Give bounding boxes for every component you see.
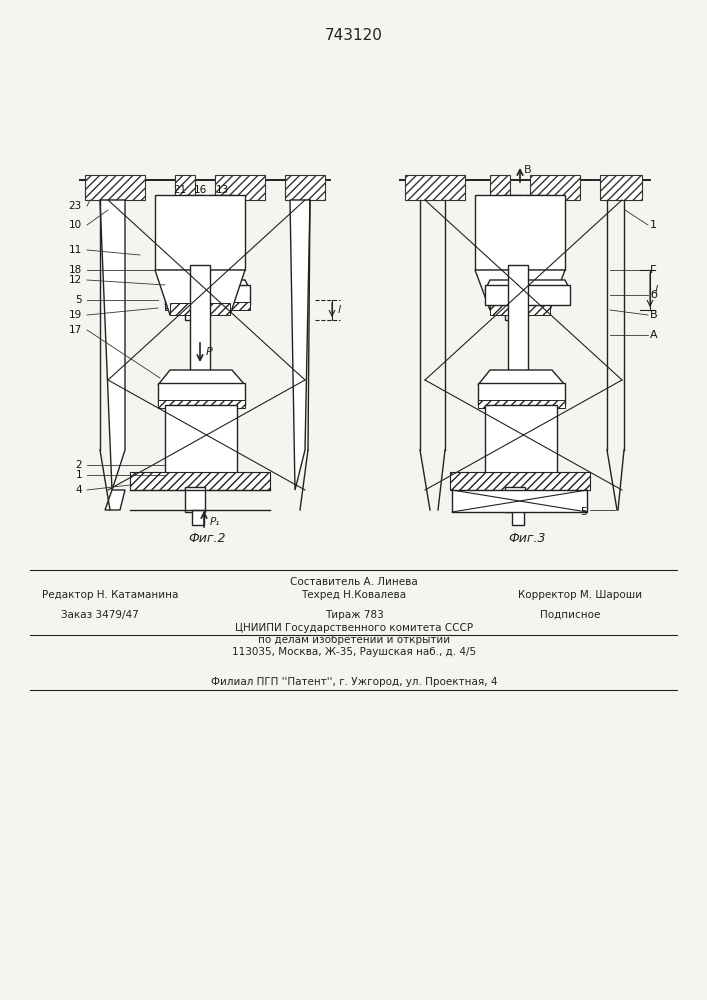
Text: В: В bbox=[524, 165, 532, 175]
Text: Заказ 3479/47: Заказ 3479/47 bbox=[61, 610, 139, 620]
Text: P₁: P₁ bbox=[210, 517, 221, 527]
Text: 1: 1 bbox=[76, 470, 82, 480]
Bar bbox=[530, 175, 580, 200]
Text: по делам изобретений и открытий: по делам изобретений и открытий bbox=[258, 635, 450, 645]
Text: 12: 12 bbox=[69, 275, 82, 285]
Polygon shape bbox=[100, 200, 125, 490]
Text: 17: 17 bbox=[69, 325, 82, 335]
Text: б: б bbox=[650, 290, 657, 300]
Text: Техред Н.Ковалева: Техред Н.Ковалева bbox=[301, 590, 407, 600]
Text: l: l bbox=[655, 285, 658, 295]
Text: 5: 5 bbox=[76, 295, 82, 305]
Text: 19: 19 bbox=[69, 310, 82, 320]
Polygon shape bbox=[475, 270, 565, 310]
Text: Фиг.3: Фиг.3 bbox=[508, 532, 546, 544]
Text: 21: 21 bbox=[173, 185, 187, 195]
Text: А: А bbox=[650, 330, 658, 340]
Text: 5: 5 bbox=[580, 507, 587, 517]
Text: В: В bbox=[650, 310, 658, 320]
Text: 10: 10 bbox=[69, 220, 82, 230]
Bar bbox=[485, 285, 570, 305]
Bar bbox=[130, 472, 270, 490]
Bar bbox=[490, 303, 550, 315]
Bar bbox=[165, 405, 237, 480]
Bar bbox=[478, 400, 565, 408]
Bar bbox=[165, 302, 250, 310]
Text: Составитель А. Линева: Составитель А. Линева bbox=[290, 577, 418, 587]
Bar bbox=[525, 195, 550, 300]
Polygon shape bbox=[155, 270, 245, 315]
Bar bbox=[452, 490, 587, 512]
Bar bbox=[512, 510, 524, 525]
Text: 11: 11 bbox=[69, 245, 82, 255]
Bar bbox=[192, 510, 204, 525]
Bar bbox=[85, 175, 145, 200]
Bar bbox=[165, 285, 250, 305]
Bar bbox=[158, 383, 245, 405]
Text: Фиг.2: Фиг.2 bbox=[188, 532, 226, 544]
Text: ЦНИИПИ Государственного комитета СССР: ЦНИИПИ Государственного комитета СССР bbox=[235, 623, 473, 633]
Bar bbox=[505, 487, 525, 512]
Polygon shape bbox=[158, 370, 245, 385]
Text: 743120: 743120 bbox=[325, 27, 383, 42]
Bar bbox=[508, 265, 528, 445]
Text: Г: Г bbox=[650, 265, 657, 275]
Bar bbox=[185, 195, 203, 320]
Text: Тираж 783: Тираж 783 bbox=[325, 610, 383, 620]
Bar bbox=[215, 175, 265, 200]
Text: 13: 13 bbox=[216, 185, 228, 195]
Bar bbox=[600, 175, 642, 200]
Text: Редактор Н. Катаманина: Редактор Н. Катаманина bbox=[42, 590, 178, 600]
Text: 4: 4 bbox=[76, 485, 82, 495]
Bar bbox=[170, 303, 230, 315]
Text: Подписное: Подписное bbox=[540, 610, 600, 620]
Text: Корректор М. Шароши: Корректор М. Шароши bbox=[518, 590, 642, 600]
Text: 113035, Москва, Ж-35, Раушская наб., д. 4/5: 113035, Москва, Ж-35, Раушская наб., д. … bbox=[232, 647, 476, 657]
Text: l: l bbox=[338, 305, 341, 315]
Bar bbox=[505, 195, 523, 320]
Text: Филиал ПГП ''Патент'', г. Ужгород, ул. Проектная, 4: Филиал ПГП ''Патент'', г. Ужгород, ул. П… bbox=[211, 677, 497, 687]
Bar bbox=[185, 487, 205, 512]
Bar bbox=[450, 472, 590, 490]
Polygon shape bbox=[485, 280, 570, 290]
Text: 23: 23 bbox=[69, 201, 82, 211]
Text: P: P bbox=[206, 347, 213, 357]
Polygon shape bbox=[105, 490, 125, 510]
Text: 2: 2 bbox=[76, 460, 82, 470]
Bar bbox=[158, 400, 245, 408]
Bar bbox=[175, 175, 195, 200]
Bar bbox=[210, 195, 235, 300]
Bar bbox=[478, 383, 565, 405]
Bar bbox=[475, 195, 565, 270]
Text: 1: 1 bbox=[650, 220, 657, 230]
Bar bbox=[405, 175, 465, 200]
Polygon shape bbox=[290, 200, 310, 490]
Bar bbox=[490, 175, 510, 200]
Polygon shape bbox=[478, 370, 565, 385]
Bar bbox=[155, 195, 245, 270]
Bar bbox=[285, 175, 325, 200]
Bar bbox=[485, 405, 557, 480]
Bar bbox=[190, 265, 210, 445]
Text: 18: 18 bbox=[69, 265, 82, 275]
Polygon shape bbox=[165, 280, 250, 290]
Text: 16: 16 bbox=[194, 185, 206, 195]
